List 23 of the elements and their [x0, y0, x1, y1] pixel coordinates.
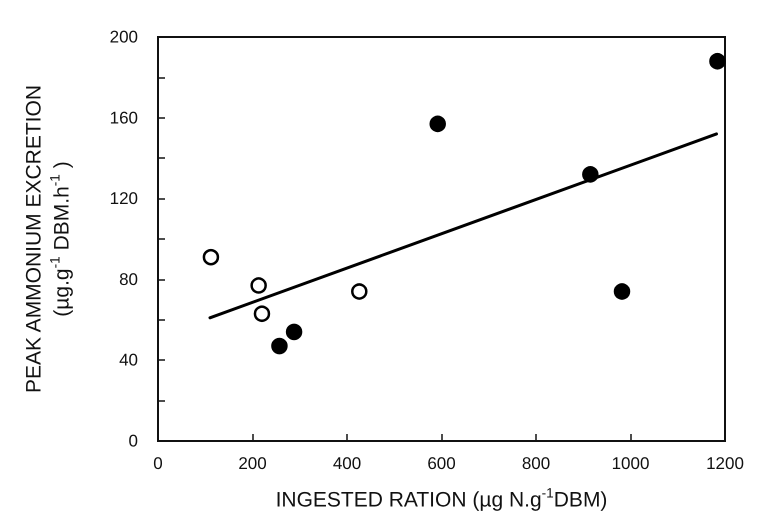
- point: [614, 283, 630, 300]
- point: [202, 248, 220, 266]
- point: [250, 277, 267, 294]
- x-tick-label: 800: [522, 454, 550, 473]
- point: [709, 52, 726, 70]
- point: [429, 116, 446, 132]
- y-tick-label: 200: [110, 28, 138, 46]
- point: [254, 305, 270, 322]
- point: [582, 166, 599, 183]
- x-tick-label: 1000: [612, 454, 650, 473]
- x-tick-label: 1200: [706, 454, 744, 473]
- x-tick-label: 200: [238, 454, 267, 473]
- x-tick-label: 0: [153, 454, 163, 473]
- point: [351, 283, 368, 300]
- y-tick-label: 120: [110, 189, 138, 208]
- y-tick-label: 160: [110, 108, 138, 128]
- y-tick-label: 40: [119, 350, 138, 370]
- x-tick-label: 600: [427, 454, 456, 473]
- point: [286, 324, 302, 340]
- y-tick-label: 0: [128, 432, 138, 450]
- point: [271, 338, 288, 354]
- y-tick-label: 80: [119, 270, 138, 289]
- x-tick-label: 400: [332, 454, 362, 473]
